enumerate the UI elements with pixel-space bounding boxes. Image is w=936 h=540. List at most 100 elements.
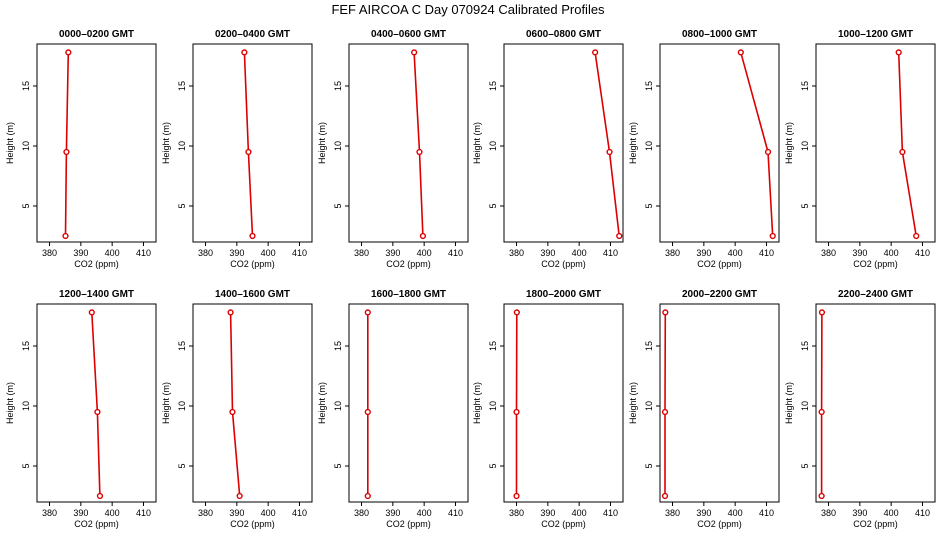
y-tick-label: 5 xyxy=(21,463,31,468)
profile-point xyxy=(63,148,70,156)
plot-frame xyxy=(503,43,624,243)
y-tick-label: 10 xyxy=(21,401,31,411)
y-axis-label: Height (m) xyxy=(317,122,327,164)
x-tick-label: 410 xyxy=(136,508,151,518)
x-axis-label: CO2 (ppm) xyxy=(697,519,742,529)
profile-point xyxy=(899,148,906,156)
profile-point xyxy=(88,309,95,316)
y-tick-label: 15 xyxy=(21,81,31,91)
y-tick-label: 15 xyxy=(177,81,187,91)
profile-point xyxy=(661,492,669,500)
profile-point xyxy=(764,148,772,156)
x-tick-label: 410 xyxy=(292,508,307,518)
x-tick-label: 390 xyxy=(540,508,555,518)
y-axis-label: Height (m) xyxy=(5,122,15,164)
chart-panel: 1400–1600 GMT 380 390 400 410 5 10 15 CO2 (ppm) H… xyxy=(161,289,313,529)
profile-point xyxy=(913,232,920,240)
x-tick-label: 390 xyxy=(696,248,711,258)
profile-point xyxy=(96,492,104,500)
y-axis-label: Height (m) xyxy=(628,382,638,424)
y-tick-label: 5 xyxy=(177,463,187,468)
plot-frame xyxy=(815,303,936,503)
y-tick-label: 10 xyxy=(177,141,187,151)
panel-title: 0400–0600 GMT xyxy=(371,29,446,40)
x-tick-label: 410 xyxy=(759,248,774,258)
profile-point xyxy=(245,148,252,156)
chart-panel: 0200–0400 GMT 380 390 400 410 5 10 15 CO2 (ppm) H… xyxy=(161,29,313,269)
x-tick-label: 390 xyxy=(852,508,867,518)
profile-point xyxy=(62,232,69,240)
plot-frame xyxy=(659,303,780,503)
y-tick-label: 10 xyxy=(800,141,810,151)
y-axis-label: Height (m) xyxy=(5,382,15,424)
x-tick-label: 410 xyxy=(136,248,151,258)
x-axis-label: CO2 (ppm) xyxy=(541,259,586,269)
plot-frame xyxy=(348,303,469,503)
panel-title: 1800–2000 GMT xyxy=(526,289,601,300)
figure-title: FEF AIRCOA C Day 070924 Calibrated Profi… xyxy=(331,2,605,17)
x-tick-label: 400 xyxy=(417,248,432,258)
x-axis-label: CO2 (ppm) xyxy=(74,259,119,269)
plot-frame xyxy=(36,43,157,243)
y-tick-label: 10 xyxy=(644,401,654,411)
profile-point xyxy=(227,309,234,316)
x-tick-label: 390 xyxy=(73,508,88,518)
x-axis-label: CO2 (ppm) xyxy=(697,259,742,269)
y-tick-label: 15 xyxy=(333,341,343,351)
y-tick-label: 5 xyxy=(644,463,654,468)
panel-title: 1200–1400 GMT xyxy=(59,289,134,300)
y-tick-label: 5 xyxy=(644,203,654,208)
y-tick-label: 5 xyxy=(333,203,343,208)
plot-frame xyxy=(815,43,936,243)
x-tick-label: 410 xyxy=(759,508,774,518)
panel-title: 0200–0400 GMT xyxy=(215,29,290,40)
x-tick-label: 390 xyxy=(229,248,244,258)
profile-point xyxy=(592,49,599,56)
profile-line xyxy=(740,52,774,237)
x-tick-label: 400 xyxy=(261,508,276,518)
x-tick-label: 410 xyxy=(915,248,930,258)
x-tick-label: 410 xyxy=(915,508,930,518)
y-tick-label: 15 xyxy=(644,81,654,91)
profile-point xyxy=(818,309,826,316)
profile-line xyxy=(91,312,101,497)
x-tick-label: 400 xyxy=(572,508,587,518)
y-tick-label: 5 xyxy=(800,203,810,208)
profile-point xyxy=(513,408,520,416)
x-tick-label: 410 xyxy=(448,248,463,258)
chart-panel: 1200–1400 GMT 380 390 400 410 5 10 15 CO2 (ppm) H… xyxy=(5,289,157,529)
chart-panel: 0400–0600 GMT 380 390 400 410 5 10 15 CO2 (ppm) H… xyxy=(317,29,469,269)
x-tick-label: 410 xyxy=(603,508,618,518)
panel-title: 2000–2200 GMT xyxy=(682,289,757,300)
y-tick-label: 10 xyxy=(488,141,498,151)
profile-point xyxy=(249,232,256,240)
profile-point xyxy=(818,408,825,416)
x-tick-label: 400 xyxy=(417,508,432,518)
x-tick-label: 400 xyxy=(728,248,743,258)
x-axis-label: CO2 (ppm) xyxy=(853,259,898,269)
y-tick-label: 5 xyxy=(21,203,31,208)
x-tick-label: 390 xyxy=(385,248,400,258)
profile-line xyxy=(413,52,424,237)
profile-point xyxy=(229,408,236,416)
y-axis-label: Height (m) xyxy=(784,122,794,164)
x-tick-label: 380 xyxy=(198,508,213,518)
y-axis-label: Height (m) xyxy=(161,382,171,424)
profile-point xyxy=(236,492,243,500)
x-axis-label: CO2 (ppm) xyxy=(541,519,586,529)
x-tick-label: 390 xyxy=(229,508,244,518)
y-tick-label: 15 xyxy=(644,341,654,351)
profile-point xyxy=(364,408,371,416)
x-tick-label: 400 xyxy=(261,248,276,258)
y-tick-label: 5 xyxy=(177,203,187,208)
x-tick-label: 390 xyxy=(696,508,711,518)
profile-point xyxy=(616,232,623,240)
x-tick-label: 410 xyxy=(292,248,307,258)
panel-title: 2200–2400 GMT xyxy=(838,289,913,300)
x-axis-label: CO2 (ppm) xyxy=(386,519,431,529)
x-tick-label: 400 xyxy=(884,508,899,518)
y-tick-label: 15 xyxy=(800,81,810,91)
y-tick-label: 15 xyxy=(800,341,810,351)
x-tick-label: 390 xyxy=(852,248,867,258)
profile-line xyxy=(64,52,70,237)
